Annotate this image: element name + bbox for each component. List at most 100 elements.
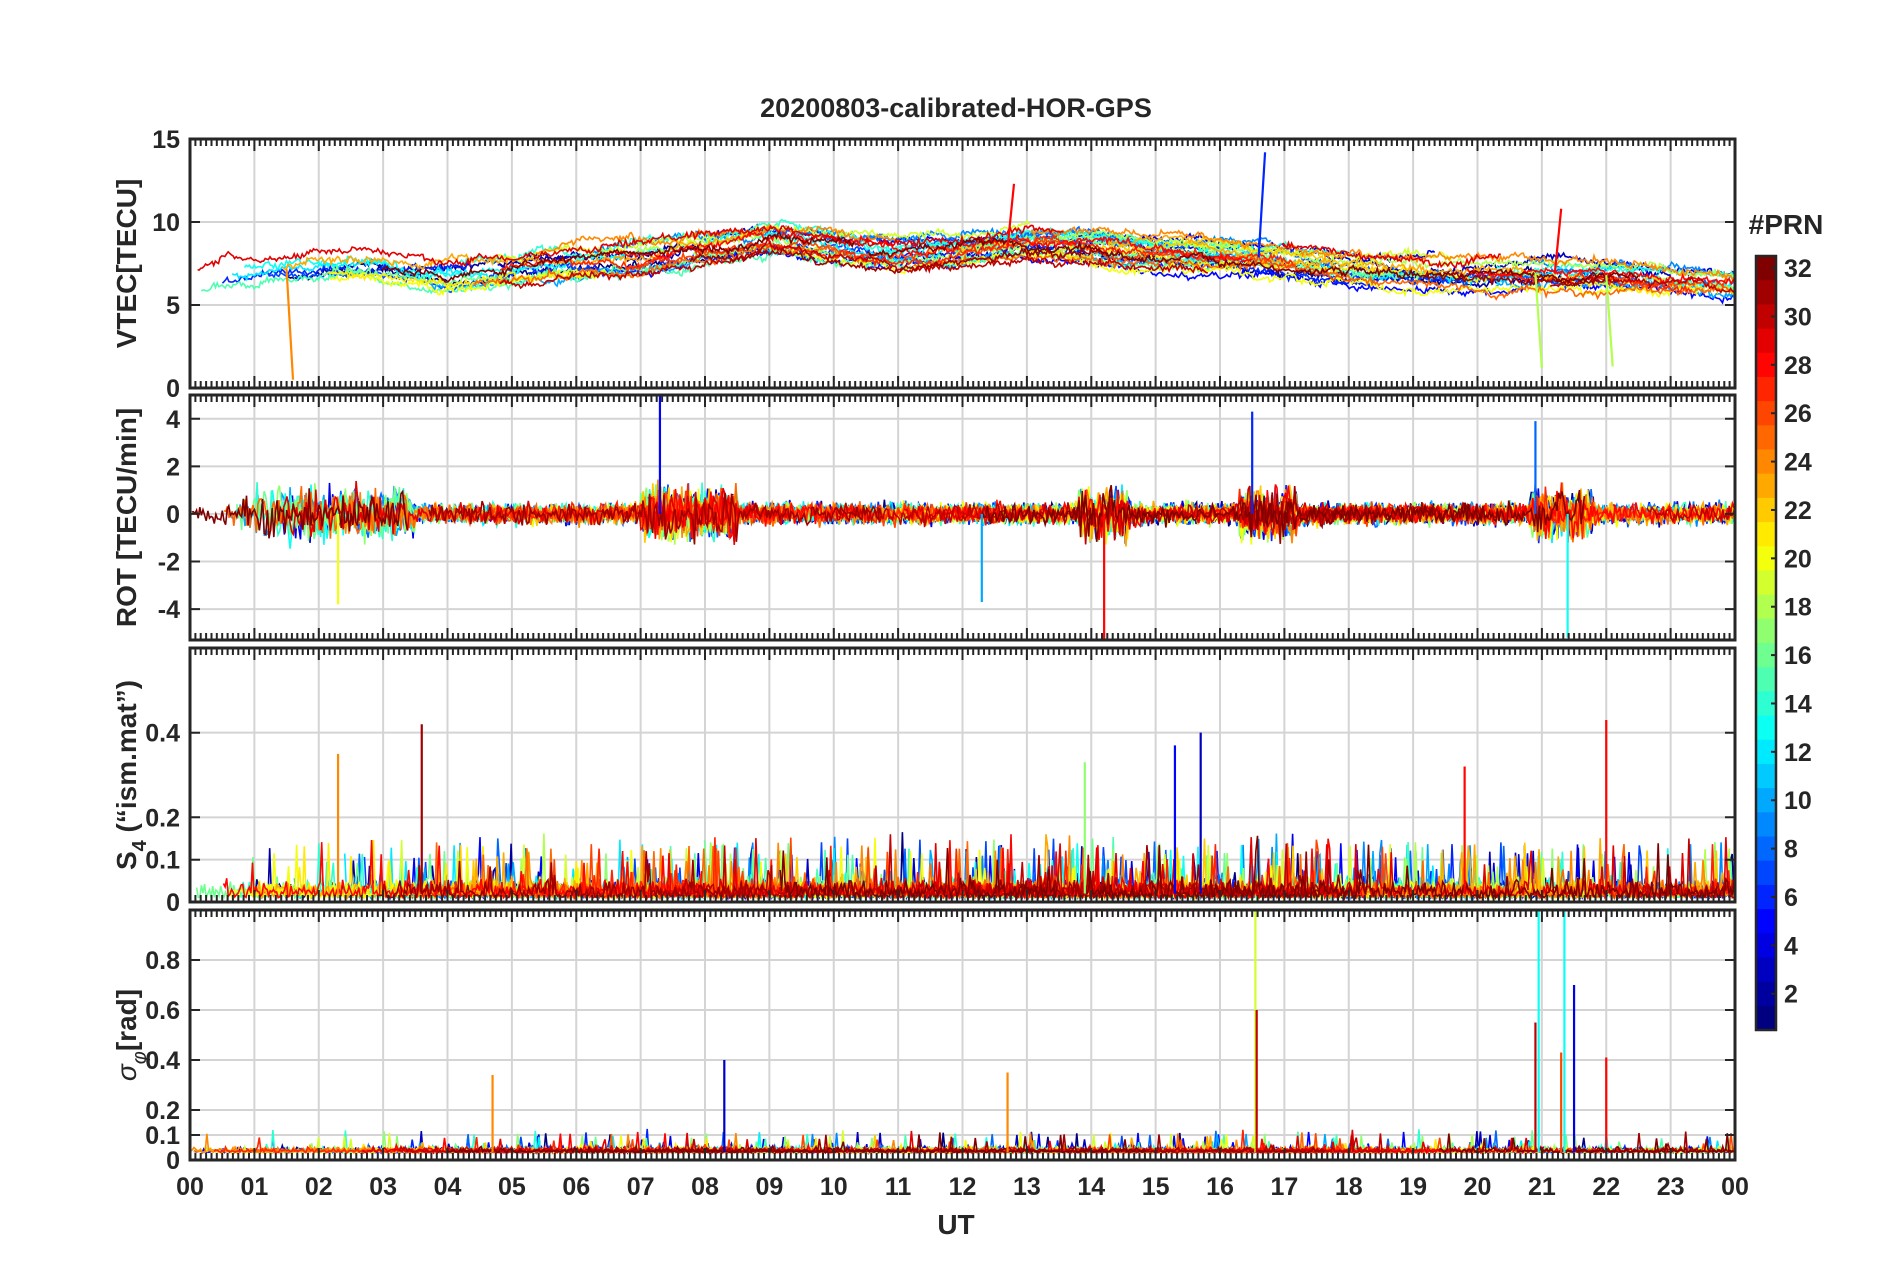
colorbar-tick-label: 4 bbox=[1784, 932, 1798, 960]
colorbar-swatch bbox=[1756, 957, 1776, 983]
series-prn-32-s4 bbox=[1086, 835, 1735, 901]
x-tick-label: 21 bbox=[1528, 1173, 1556, 1201]
colorbar-swatch bbox=[1756, 618, 1776, 644]
colorbar-label: #PRN bbox=[1749, 209, 1824, 240]
series-prn-30-vtec bbox=[499, 236, 1209, 290]
y-tick-label-rot: 0 bbox=[166, 501, 180, 529]
series-prn-21-vtec bbox=[327, 269, 597, 290]
colorbar-tick-label: 18 bbox=[1784, 594, 1812, 622]
colorbar-tick-label: 24 bbox=[1784, 449, 1812, 477]
x-tick-label: 16 bbox=[1206, 1173, 1234, 1201]
tick-marks-sigma_phi bbox=[189, 910, 1736, 1161]
y-tick-label-sigma_phi: 0.4 bbox=[145, 1047, 180, 1075]
y-tick-label-sigma_phi: 0 bbox=[166, 1147, 180, 1175]
ticks-rot bbox=[189, 395, 1736, 640]
colorbar-swatch bbox=[1756, 522, 1776, 547]
event-mark bbox=[1257, 152, 1267, 258]
y-tick-label-s4: 0.4 bbox=[145, 720, 180, 748]
series-prn-32-vtec bbox=[381, 232, 855, 283]
x-tick-labels: 00 01 02 03 04 05 06 07 08 09 10 11 12 13 14 15 16 17 18 19… bbox=[176, 1173, 1749, 1201]
event-mark bbox=[1553, 208, 1563, 274]
colorbar-tick-label: 14 bbox=[1784, 690, 1812, 718]
series-prn-29-vtec bbox=[197, 224, 1064, 271]
series-prn-24-vtec bbox=[535, 223, 899, 256]
series-prn-32-s4 bbox=[779, 847, 1058, 901]
series-prn-23-vtec bbox=[1105, 234, 1584, 283]
y-axis-label-s4: S4 (“ism.mat”) bbox=[111, 680, 151, 870]
y-tick-label-s4: 0.2 bbox=[145, 804, 180, 832]
x-tick-label: 17 bbox=[1270, 1173, 1298, 1201]
colorbar-swatch bbox=[1756, 570, 1776, 596]
panel-rot: -4 -2 0 2 4 ROT [TECU/min] bbox=[111, 393, 1737, 642]
y-tick-label-sigma_phi: 0.1 bbox=[145, 1122, 180, 1150]
colorbar-swatch bbox=[1756, 376, 1776, 402]
y-axis-label-sigma_phi: σφ[rad] bbox=[111, 989, 151, 1081]
colorbar-swatch bbox=[1756, 763, 1776, 789]
y-tick-label-vtec: 10 bbox=[152, 209, 180, 237]
series-prn-20-vtec bbox=[329, 268, 607, 297]
ticks-s4 bbox=[189, 648, 1736, 903]
series-prn-23-vtec bbox=[282, 224, 772, 271]
colorbar-swatch bbox=[1756, 449, 1776, 475]
colorbar-tick-label: 22 bbox=[1784, 497, 1812, 525]
colorbar-tick-label: 20 bbox=[1784, 545, 1812, 573]
series-prn-30-s4 bbox=[1617, 838, 1735, 900]
colorbar-tick-label: 28 bbox=[1784, 352, 1812, 380]
colorbar-swatch bbox=[1756, 546, 1776, 572]
colorbar-swatch bbox=[1756, 933, 1776, 959]
series-prn-28-s4 bbox=[222, 839, 703, 901]
series-prn-18-vtec bbox=[586, 232, 822, 259]
x-axis-label: UT bbox=[937, 1209, 974, 1240]
series-prn-32-rot bbox=[191, 488, 409, 539]
tick-marks-vtec bbox=[189, 138, 1736, 389]
series-prn-31-vtec bbox=[1422, 270, 1620, 287]
colorbar-swatch bbox=[1756, 328, 1776, 354]
x-tick-label: 05 bbox=[498, 1173, 526, 1201]
series-prn-18-vtec bbox=[975, 229, 1735, 279]
series-group-sigma_phi bbox=[190, 910, 1735, 1156]
colorbar-swatch bbox=[1756, 304, 1776, 330]
event-mark bbox=[1006, 183, 1016, 248]
panel-sigma_phi: 00.10.2 0.4 0.6 0.8 σφ[rad] bbox=[111, 908, 1737, 1175]
series-prn-32-sigma_phi bbox=[447, 1132, 1147, 1155]
x-tick-label: 01 bbox=[240, 1173, 268, 1201]
colorbar-tick-label: 12 bbox=[1784, 739, 1812, 767]
x-tick-label: 08 bbox=[691, 1173, 719, 1201]
x-tick-label: 03 bbox=[369, 1173, 397, 1201]
y-tick-label-rot: 2 bbox=[166, 453, 180, 481]
x-tick-label: 04 bbox=[434, 1173, 462, 1201]
series-prn-30-vtec bbox=[1549, 271, 1735, 294]
colorbar-swatch bbox=[1756, 860, 1776, 886]
series-prn-17-vtec bbox=[1657, 275, 1735, 293]
series-prn-31-rot bbox=[1239, 486, 1486, 544]
colorbar-swatch bbox=[1756, 667, 1776, 692]
colorbar-swatch bbox=[1756, 280, 1776, 305]
colorbar-swatch bbox=[1756, 691, 1776, 717]
x-tick-label: 14 bbox=[1077, 1173, 1105, 1201]
y-tick-label-rot: 4 bbox=[166, 406, 180, 434]
x-tick-label: 13 bbox=[1013, 1173, 1041, 1201]
x-tick-label: 12 bbox=[949, 1173, 977, 1201]
tick-marks-s4 bbox=[189, 648, 1736, 903]
y-tick-label-vtec: 0 bbox=[166, 375, 180, 403]
colorbar-swatch bbox=[1756, 981, 1776, 1007]
figure-title: 20200803-calibrated-HOR-GPS bbox=[760, 93, 1152, 123]
x-tick-label: 02 bbox=[305, 1173, 333, 1201]
x-tick-label: 18 bbox=[1335, 1173, 1363, 1201]
series-prn-32-vtec bbox=[866, 235, 1639, 284]
ticks-vtec bbox=[189, 138, 1736, 389]
tick-marks-rot bbox=[189, 395, 1736, 640]
series-prn-25-rot bbox=[1464, 493, 1735, 543]
x-tick-label: 19 bbox=[1399, 1173, 1427, 1201]
colorbar-frame bbox=[1754, 254, 1778, 1032]
colorbar-swatch bbox=[1756, 812, 1776, 838]
x-tick-label: 11 bbox=[885, 1173, 912, 1201]
colorbar-swatch bbox=[1756, 352, 1776, 378]
y-tick-label-s4: 0 bbox=[166, 889, 180, 917]
colorbar-tick-label: 10 bbox=[1784, 787, 1812, 815]
panel-s4: 0 0.1 0.2 0.4S4 (“ism.mat”) bbox=[111, 646, 1737, 917]
x-tick-label: 06 bbox=[562, 1173, 590, 1201]
series-prn-29-vtec bbox=[1281, 240, 1501, 269]
